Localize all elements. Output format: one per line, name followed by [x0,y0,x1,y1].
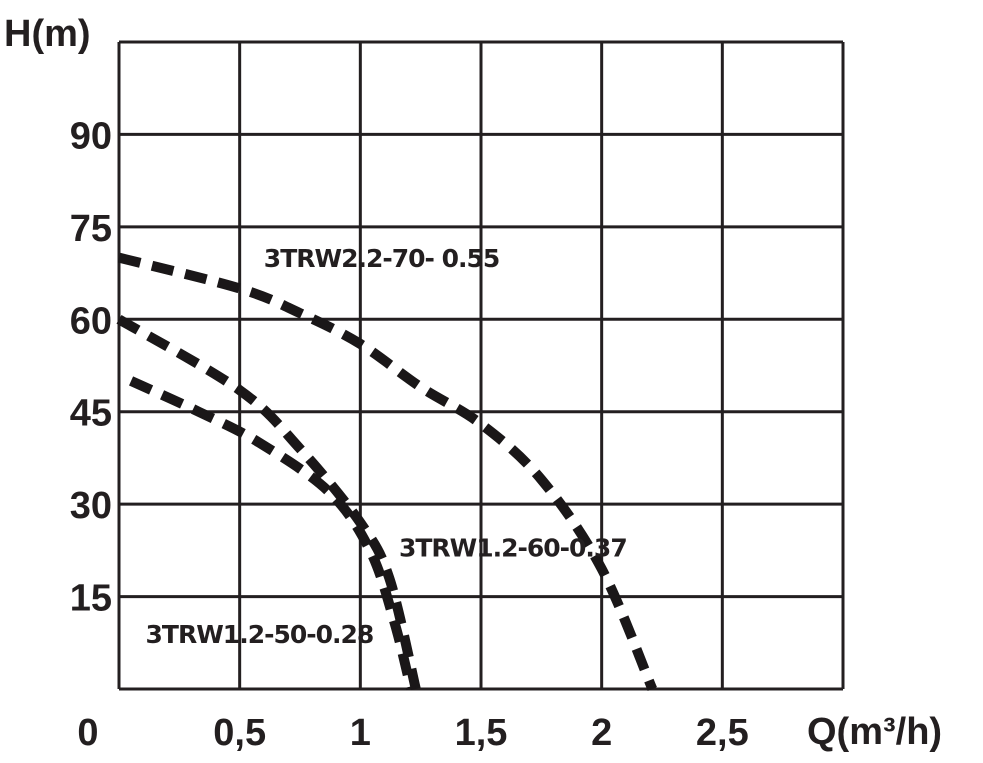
x-tick-label: 2 [591,712,612,754]
curve-label-2: 3TRW1.2-50-0.28 [146,620,374,649]
pump-curves [116,252,657,691]
x-tick-label: 1,5 [455,712,508,754]
axis-ticks: 0 0,5 1 1,5 2 2,5 15 30 45 60 75 90 [70,115,749,754]
x-tick-label: 2,5 [696,712,749,754]
y-tick-label: 15 [70,578,112,620]
y-tick-label: 75 [70,208,112,250]
pump-curve-1 [116,314,421,691]
x-tick-label: 1 [350,712,371,754]
pump-curve-0 [117,252,657,691]
chart-grid [117,40,845,691]
x-axis-title: Q(m³/h) [807,711,942,753]
y-axis-title: H(m) [4,13,91,55]
y-tick-label: 60 [70,300,112,342]
pump-curve-2 [128,376,416,691]
y-tick-label: 30 [70,485,112,527]
x-tick-label: 0 [77,712,98,754]
curve-label-0: 3TRW2.2-70- 0.55 [264,244,500,273]
y-tick-label: 45 [70,393,112,435]
curve-labels: 3TRW2.2-70- 0.55 3TRW1.2-60-0.37 3TRW1.2-5… [146,244,628,649]
y-tick-label: 90 [70,115,112,157]
curve-label-1: 3TRW1.2-60-0.37 [399,534,627,563]
x-tick-label: 0,5 [213,712,266,754]
